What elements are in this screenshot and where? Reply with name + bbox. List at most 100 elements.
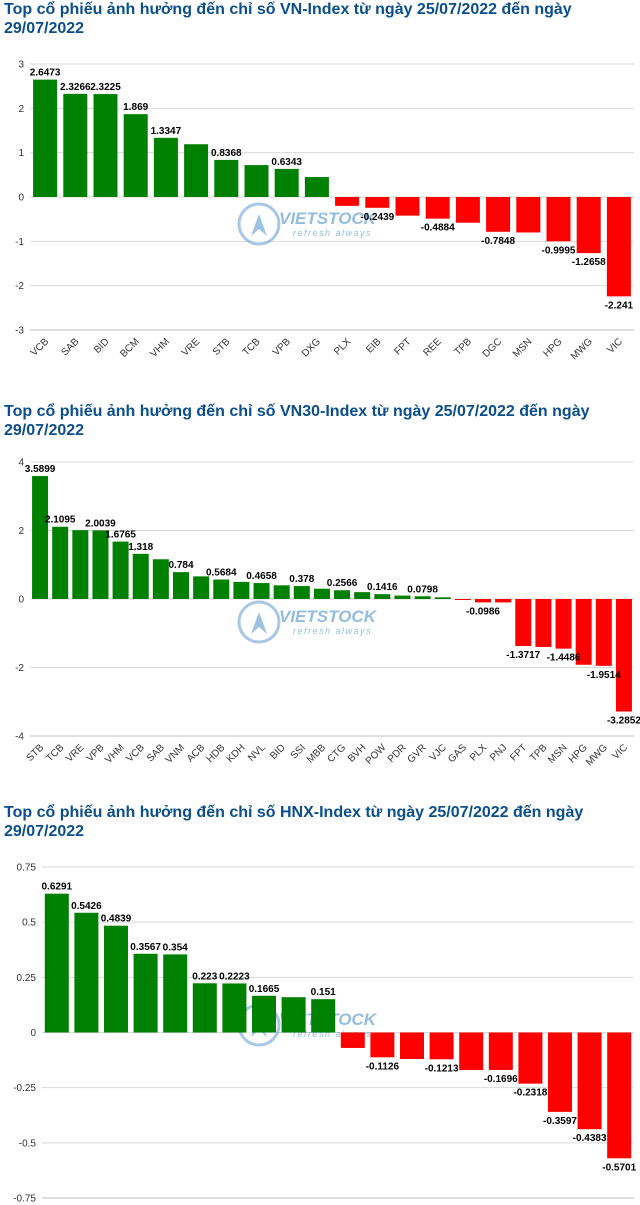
x-tick-label: ACB xyxy=(185,742,208,765)
x-tick-label: VRE xyxy=(64,742,87,765)
x-tick-label: VPB xyxy=(85,742,107,764)
data-label: 2.1095 xyxy=(45,515,76,526)
logo-ring-icon xyxy=(237,202,281,246)
data-label: 0.223 xyxy=(192,971,217,982)
x-tick-label: VRE xyxy=(180,336,203,359)
bar xyxy=(518,1032,543,1084)
x-tick-label: VCB xyxy=(29,336,52,359)
watermark-brand: VIETSTOCK xyxy=(279,607,378,626)
x-tick-label: VIC xyxy=(605,336,625,356)
bar xyxy=(370,1032,395,1058)
data-label: -0.4383 xyxy=(573,1133,607,1144)
bar xyxy=(213,579,230,599)
data-label: 0.1665 xyxy=(249,984,280,995)
data-label: 0.784 xyxy=(168,560,193,571)
x-tick-label: MWG xyxy=(569,336,595,362)
data-label: -3.2852 xyxy=(607,716,640,727)
bar xyxy=(173,572,189,599)
watermark-brand: VIETSTOCK xyxy=(279,209,378,228)
bar xyxy=(475,599,491,603)
x-tick-label: VNM xyxy=(164,742,188,766)
x-tick-label: BCM xyxy=(118,336,142,360)
data-label: 0.151 xyxy=(311,987,336,998)
data-label: -0.2318 xyxy=(513,1088,547,1099)
data-label: 0.2223 xyxy=(219,971,250,982)
data-label: -1.2658 xyxy=(572,257,606,268)
data-label: 0.378 xyxy=(289,574,314,585)
bar xyxy=(429,1032,454,1060)
bar xyxy=(365,197,390,208)
bar xyxy=(615,599,632,712)
y-tick-label: -2 xyxy=(15,663,24,674)
y-tick-label: 1 xyxy=(18,148,24,159)
bar xyxy=(281,997,306,1033)
bar xyxy=(311,999,336,1033)
bar xyxy=(546,197,571,242)
data-label: 1.3347 xyxy=(151,126,182,137)
data-label: -0.2439 xyxy=(360,212,394,223)
x-tick-label: KDH xyxy=(225,742,248,765)
x-tick-label: TCB xyxy=(44,742,66,764)
y-tick-label: -0.75 xyxy=(13,1194,36,1205)
data-label: 0.4658 xyxy=(246,571,277,582)
x-tick-label: BID xyxy=(268,742,288,762)
x-tick-label: VCB xyxy=(125,742,148,765)
chart-vnindex: Top cổ phiếu ảnh hưởng đến chỉ số VN-Ind… xyxy=(0,0,640,400)
chart-title: Top cổ phiếu ảnh hưởng đến chỉ số VN-Ind… xyxy=(4,1,572,37)
bar xyxy=(92,530,109,599)
y-tick-label: 0 xyxy=(30,1028,36,1039)
x-tick-label: NVL xyxy=(246,742,268,764)
chart-hnxindex: Top cổ phiếu ảnh hưởng đến chỉ số HNX-In… xyxy=(0,803,640,1205)
data-label: -0.1126 xyxy=(366,1061,400,1072)
x-tick-label: FPT xyxy=(508,742,529,763)
data-label: 2.3266 xyxy=(60,82,91,93)
bar xyxy=(606,197,631,297)
x-tick-label: POW xyxy=(364,742,389,767)
data-label: 0.6291 xyxy=(42,882,73,893)
bar xyxy=(414,596,431,599)
bar xyxy=(123,114,148,197)
bar xyxy=(555,599,572,649)
x-tick-label: DGC xyxy=(481,336,505,360)
x-tick-label: TPB xyxy=(452,336,474,358)
y-tick-label: 0 xyxy=(18,595,24,606)
bar xyxy=(72,530,89,599)
bar xyxy=(434,597,451,599)
chart-vn30: Top cổ phiếu ảnh hưởng đến chỉ số VN30-I… xyxy=(0,402,640,797)
bar xyxy=(516,197,541,233)
y-tick-label: 4 xyxy=(18,458,24,469)
chart-title: Top cổ phiếu ảnh hưởng đến chỉ số HNX-In… xyxy=(4,804,584,840)
bar xyxy=(340,1032,365,1048)
bar xyxy=(153,137,178,197)
bar xyxy=(454,599,471,600)
data-label: 0.0798 xyxy=(407,584,438,595)
bar xyxy=(400,1032,424,1059)
y-tick-label: -0.25 xyxy=(13,1083,36,1094)
watermark-tagline: refresh always xyxy=(293,626,372,636)
bar xyxy=(273,585,290,599)
bar xyxy=(425,197,450,219)
watermark-tagline: refresh always xyxy=(293,228,372,238)
data-label: -0.3597 xyxy=(543,1116,577,1127)
bar xyxy=(488,1032,513,1070)
x-tick-label: VHM xyxy=(149,336,173,360)
data-label: 0.1416 xyxy=(367,582,398,593)
y-tick-label: 0.75 xyxy=(17,863,37,874)
bar xyxy=(455,197,480,223)
y-tick-label: -3 xyxy=(15,326,24,337)
data-label: -0.4884 xyxy=(421,223,455,234)
bar xyxy=(486,197,511,232)
logo-arrow-icon xyxy=(251,612,267,634)
y-tick-label: -0.5 xyxy=(19,1138,37,1149)
bar xyxy=(495,599,512,603)
bar xyxy=(132,553,149,599)
x-tick-label: VPB xyxy=(271,336,293,358)
x-tick-label: TCB xyxy=(241,336,263,358)
x-tick-label: GAS xyxy=(446,742,469,765)
bar xyxy=(334,590,351,599)
x-tick-label: SAB xyxy=(145,742,167,764)
bar xyxy=(595,599,612,666)
data-label: -0.9995 xyxy=(542,245,576,256)
watermark-tagline: refresh always xyxy=(293,1029,372,1039)
